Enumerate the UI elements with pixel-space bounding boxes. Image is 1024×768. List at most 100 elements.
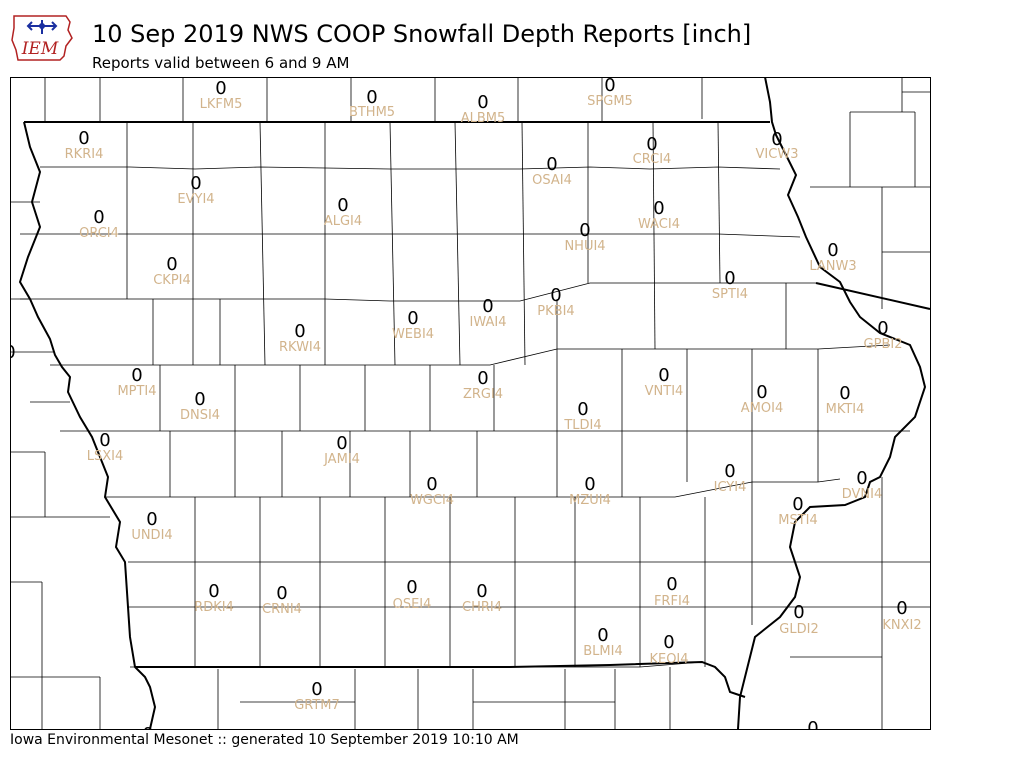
footer-credit: Iowa Environmental Mesonet :: generated … xyxy=(10,732,519,748)
station-id: BLMI4 xyxy=(583,644,622,659)
station-value: 0 xyxy=(311,679,322,700)
station-map: 0 LKFM5 0 BTHM5 0 ALBM5 0 SPGM5 0 RKRI4 … xyxy=(10,77,931,730)
station-value: 0 xyxy=(792,494,803,515)
station-value: 0 xyxy=(550,285,561,306)
station-id: FRFI4 xyxy=(654,594,690,609)
station-id: LKFM5 xyxy=(200,97,243,112)
station-crci4: 0 CRCI4 xyxy=(633,134,672,167)
station-value: 0 xyxy=(166,254,177,275)
iem-logo: IEM xyxy=(11,15,73,61)
station-id: KEOI4 xyxy=(649,652,688,667)
station-value: 0 xyxy=(666,574,677,595)
station-id: RDKI4 xyxy=(194,600,234,615)
station-icyi4: 0 ICYI4 xyxy=(714,461,747,495)
station-value: 0 xyxy=(99,430,110,451)
station-ckpi4: 0 CKPI4 xyxy=(153,254,191,288)
station-amoi4: 0 AMOI4 xyxy=(741,382,783,416)
station-dnsi4: 0 DNSI4 xyxy=(180,389,220,423)
iowa-south-border xyxy=(135,660,746,698)
station-id: BTHM5 xyxy=(349,105,395,120)
station-id: ALBM5 xyxy=(461,111,506,126)
page-title: 10 Sep 2019 NWS COOP Snowfall Depth Repo… xyxy=(92,20,752,48)
station-value: 0 xyxy=(337,195,348,216)
station-id: LSXI4 xyxy=(87,449,124,464)
station-value: 0 xyxy=(724,268,735,289)
station-lanw3: 0 LANW3 xyxy=(809,240,856,274)
station-id: ALGI4 xyxy=(324,214,362,229)
station-gpbi2: 0 GPBI2 xyxy=(864,318,903,352)
station-id: WACI4 xyxy=(638,217,680,232)
station-crni4: 0 CRNI4 xyxy=(262,583,302,617)
station-evyi4: 0 EVYI4 xyxy=(177,173,214,207)
station-plots: 0 LKFM5 0 BTHM5 0 ALBM5 0 SPGM5 0 RKRI4 … xyxy=(10,77,922,730)
station-lsxi4: 0 LSXI4 xyxy=(87,430,124,464)
station-id: ZRGI4 xyxy=(463,387,503,402)
station-id: NHUI4 xyxy=(564,239,605,254)
station-value: 0 xyxy=(653,198,664,219)
station-wgci4: 0 WGCI4 xyxy=(410,474,454,508)
missouri-river xyxy=(18,121,157,730)
station-id: GRTM7 xyxy=(294,698,340,713)
station-grtm7: 0 GRTM7 xyxy=(294,679,340,713)
station-id: RKRI4 xyxy=(65,147,104,162)
station-jami4: 0 JAMI4 xyxy=(323,433,360,467)
county-lines-iowa xyxy=(10,111,930,729)
station-value: 0 xyxy=(579,220,590,241)
station-waci4: 0 WACI4 xyxy=(638,198,680,232)
station-msti4: 0 MSTI4 xyxy=(778,494,818,528)
station-value: 0 xyxy=(78,128,89,149)
station-value: 0 xyxy=(663,632,674,653)
station-value: 0 xyxy=(584,474,595,495)
station-value: 0 xyxy=(208,581,219,602)
station-id: WGCI4 xyxy=(410,493,454,508)
station-bthm5: 0 BTHM5 xyxy=(349,87,395,120)
station-zrgi4: 0 ZRGI4 xyxy=(463,368,503,402)
station-id: GPBI2 xyxy=(864,337,903,352)
station-value: 0 xyxy=(131,365,142,386)
station-value: 0 xyxy=(793,602,804,623)
station-value: 0 xyxy=(856,468,867,489)
station-value: 0 xyxy=(294,321,305,342)
illinois-wisconsin-border xyxy=(815,282,931,310)
station-id: MKTI4 xyxy=(826,402,865,417)
station-value: 0 xyxy=(771,129,782,150)
station-vicw3: 0 VICW3 xyxy=(756,129,799,162)
station-id: OSAI4 xyxy=(532,173,572,188)
station-mpti4: 0 MPTI4 xyxy=(117,365,156,399)
station-value: 0 xyxy=(604,77,615,96)
station-value: 0 xyxy=(215,78,226,99)
station-iwai4: 0 IWAI4 xyxy=(470,296,507,330)
station-gldi2: 0 GLDI2 xyxy=(779,602,818,637)
station-id: ICYI4 xyxy=(714,480,747,495)
partial-station-value-southeast: 0 xyxy=(807,718,818,730)
station-lkfm5: 0 LKFM5 xyxy=(200,78,243,112)
station-knxi2: 0 KNXI2 xyxy=(882,598,921,633)
station-mzui4: 0 MZUI4 xyxy=(569,474,611,508)
station-pkbi4: 0 PKBI4 xyxy=(537,285,574,319)
station-value: 0 xyxy=(407,308,418,329)
station-id: DNSI4 xyxy=(180,408,220,423)
station-id: MSTI4 xyxy=(778,513,818,528)
station-id: MZUI4 xyxy=(569,493,611,508)
state-boundaries xyxy=(18,77,931,730)
station-value: 0 xyxy=(477,92,488,113)
station-id: SPGM5 xyxy=(587,94,633,109)
station-value: 0 xyxy=(646,134,657,155)
station-value: 0 xyxy=(577,399,588,420)
station-id: WEBI4 xyxy=(392,327,434,342)
station-value: 0 xyxy=(896,598,907,619)
station-frfi4: 0 FRFI4 xyxy=(654,574,690,609)
station-value: 0 xyxy=(194,389,205,410)
station-rdki4: 0 RDKI4 xyxy=(194,581,234,615)
iowa-outline-logo xyxy=(11,15,73,61)
station-rkwi4: 0 RKWI4 xyxy=(279,321,321,355)
station-id: EVYI4 xyxy=(177,192,214,207)
station-id: CRCI4 xyxy=(633,152,672,167)
station-id: ORCI4 xyxy=(79,226,119,241)
station-undi4: 0 UNDI4 xyxy=(131,509,172,543)
station-id: OSEI4 xyxy=(393,597,432,612)
station-id: SPTI4 xyxy=(712,287,748,302)
station-id: VICW3 xyxy=(756,147,799,162)
station-id: RKWI4 xyxy=(279,340,321,355)
partial-station-value-west: 0 xyxy=(10,342,16,363)
